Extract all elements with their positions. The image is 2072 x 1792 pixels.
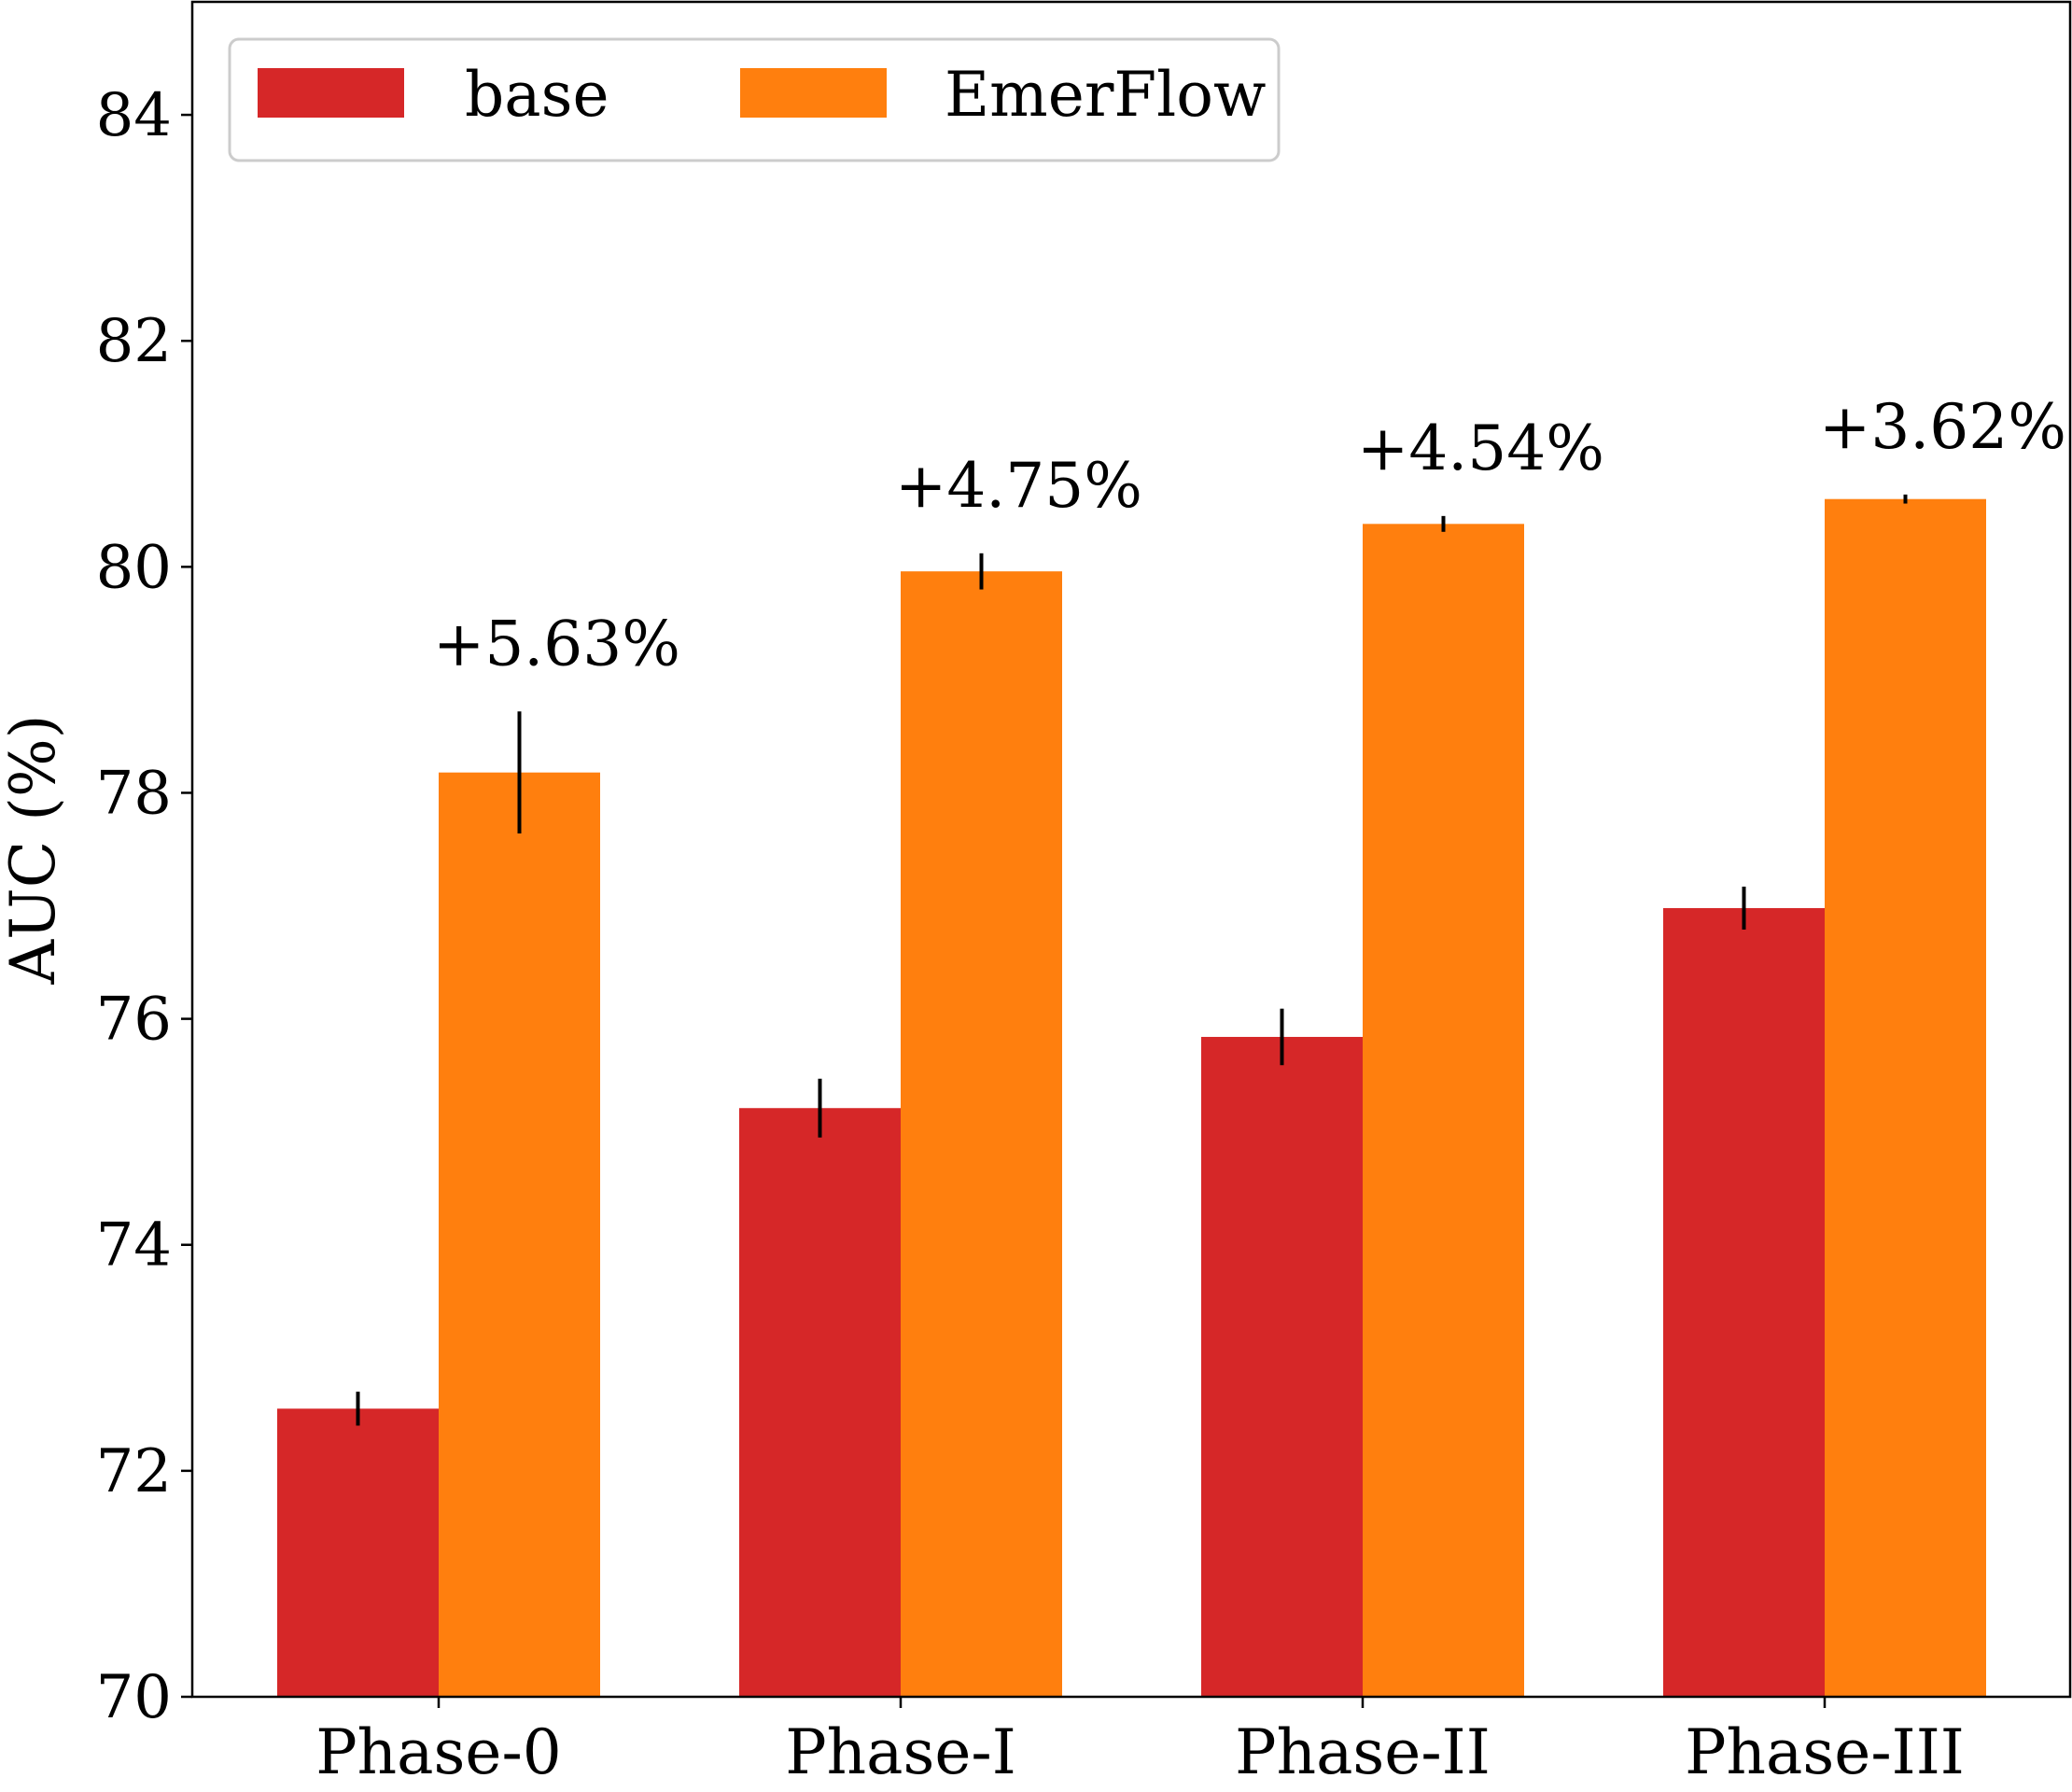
gain-annotation-phase-ii: +4.54%: [1357, 413, 1604, 484]
y-tick-label-70: 70: [96, 1663, 172, 1732]
legend: base EmerFlow: [228, 37, 1281, 162]
bar-base-phase-0: [277, 1408, 439, 1697]
y-tick-label-84: 84: [96, 81, 172, 150]
y-tick-label-72: 72: [96, 1437, 172, 1506]
y-axis-label: AUC (%): [0, 715, 69, 986]
plot-frame: [190, 0, 2072, 1699]
legend-swatch-emerflow: [740, 68, 887, 118]
bar-emerflow-phase-ii: [1363, 524, 1524, 1697]
bars-layer: [277, 498, 1986, 1697]
y-tick-label-76: 76: [96, 986, 172, 1055]
bar-base-phase-iii: [1663, 907, 1825, 1697]
y-tick-label-82: 82: [96, 307, 172, 376]
gain-annotation-phase-iii: +3.62%: [1819, 391, 2066, 463]
x-tick-label-phase-ii: Phase-II: [1235, 1716, 1491, 1788]
legend-swatch-base: [258, 68, 404, 118]
y-tick-label-78: 78: [96, 759, 172, 828]
x-tick-label-phase-i: Phase-I: [785, 1716, 1016, 1788]
bar-emerflow-phase-i: [901, 571, 1062, 1697]
bar-base-phase-i: [739, 1108, 901, 1697]
x-tick-label-phase-0: Phase-0: [315, 1716, 561, 1788]
gain-annotation-phase-i: +4.75%: [895, 450, 1142, 522]
bar-emerflow-phase-iii: [1825, 498, 1986, 1697]
y-tick-label-80: 80: [96, 533, 172, 602]
bar-emerflow-phase-0: [439, 772, 600, 1697]
errorbars-layer: [356, 494, 1908, 1426]
legend-label-emerflow: EmerFlow: [945, 59, 1267, 131]
y-tick-label-74: 74: [96, 1211, 172, 1281]
gain-annotation-phase-0: +5.63%: [433, 608, 680, 679]
x-tick-label-phase-iii: Phase-III: [1685, 1716, 1965, 1788]
legend-label-base: base: [465, 59, 609, 131]
annotations-layer: +5.63% +4.75% +4.54% +3.62%: [433, 391, 2066, 679]
bar-base-phase-ii: [1201, 1036, 1363, 1697]
